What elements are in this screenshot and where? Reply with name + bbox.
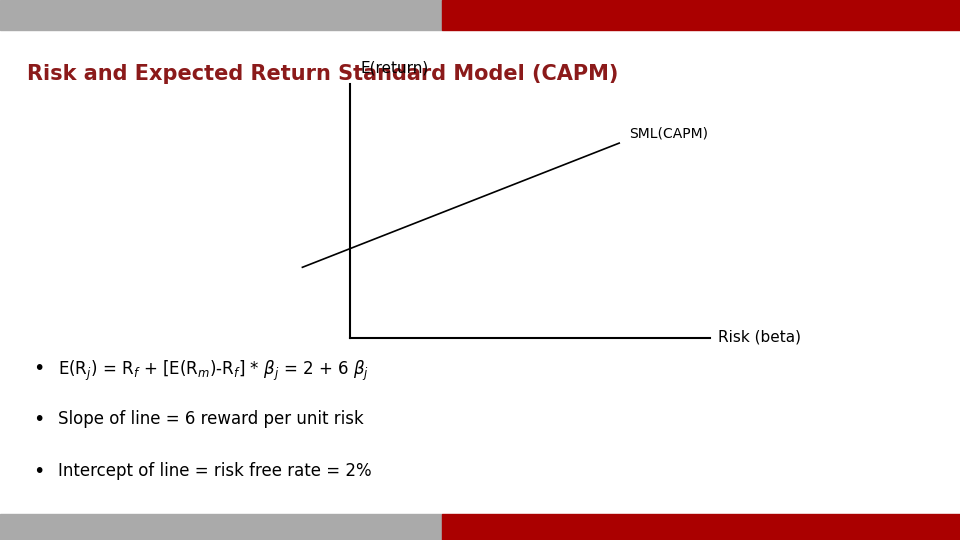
Text: •: • [34,359,45,378]
Text: Risk and Expected Return Standard Model (CAPM): Risk and Expected Return Standard Model … [27,64,618,84]
Text: E(R$_j$) = R$_f$ + [E(R$_m$)-R$_f$] * $\beta_j$ = 2 + 6 $\beta_j$: E(R$_j$) = R$_f$ + [E(R$_m$)-R$_f$] * $\… [58,359,369,383]
Bar [0,514,442,540]
Text: SML(CAPM): SML(CAPM) [629,126,708,140]
Bar [0,0,442,30]
Text: •: • [34,462,45,481]
Text: Risk (beta): Risk (beta) [718,330,801,345]
Text: Intercept of line = risk free rate = 2%: Intercept of line = risk free rate = 2% [58,462,372,480]
Bar [442,514,960,540]
Text: Slope of line = 6 reward per unit risk: Slope of line = 6 reward per unit risk [58,410,363,428]
Text: •: • [34,410,45,429]
Text: E(return): E(return) [360,60,428,76]
Bar [442,0,960,30]
